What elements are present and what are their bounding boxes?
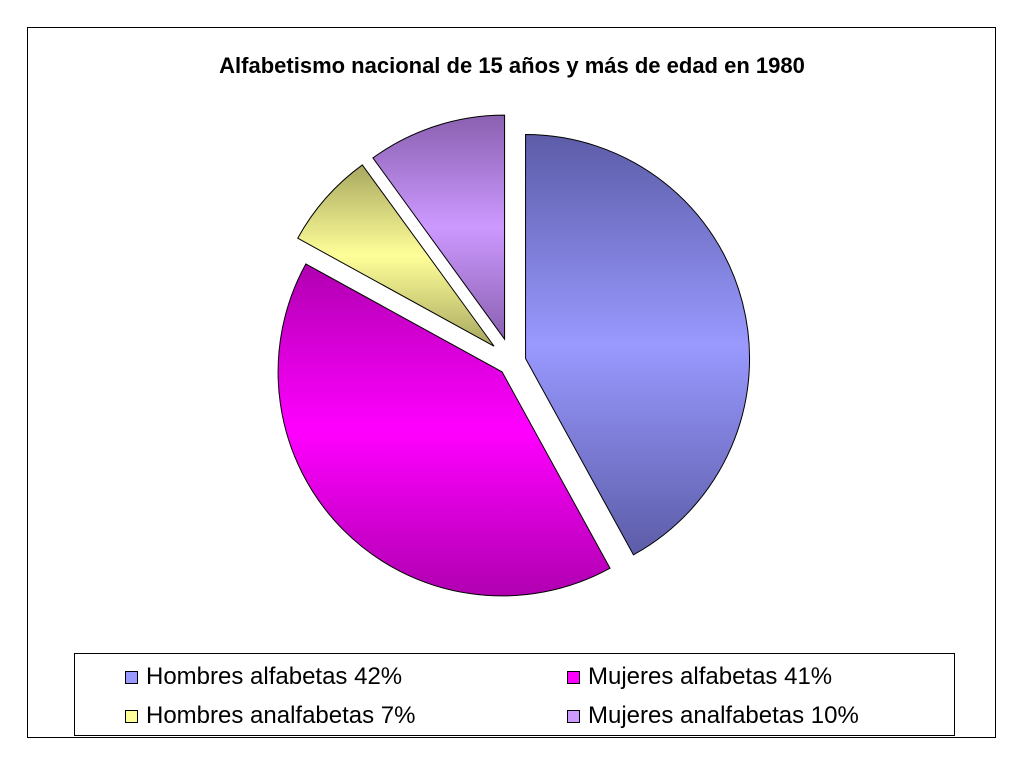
slice-mujeres-alfabetas xyxy=(277,263,611,597)
legend-swatch xyxy=(125,670,138,684)
legend-item-hombres-alfabetas: Hombres alfabetas 42% xyxy=(125,662,402,692)
legend-item-hombres-analfabetas: Hombres analfabetas 7% xyxy=(125,701,415,731)
slice-hombres-analfabetas xyxy=(297,164,495,347)
legend-item-mujeres-analfabetas: Mujeres analfabetas 10% xyxy=(567,701,859,731)
legend-label: Hombres analfabetas 7% xyxy=(146,702,416,729)
chart-title: Alfabetismo nacional de 15 años y más de… xyxy=(219,53,805,78)
legend-swatch xyxy=(567,709,580,723)
legend-swatch xyxy=(125,709,138,723)
legend: Hombres alfabetas 42% Mujeres alfabetas … xyxy=(74,653,955,736)
legend-label: Mujeres analfabetas 10% xyxy=(588,702,859,729)
legend-swatch xyxy=(567,670,580,684)
slice-mujeres-analfabetas xyxy=(372,114,506,341)
legend-label: Hombres alfabetas 42% xyxy=(146,663,403,690)
slice-hombres-alfabetas xyxy=(525,134,750,556)
chart-frame xyxy=(27,27,996,738)
legend-item-mujeres-alfabetas: Mujeres alfabetas 41% xyxy=(567,662,832,692)
legend-label: Mujeres alfabetas 41% xyxy=(588,663,833,690)
